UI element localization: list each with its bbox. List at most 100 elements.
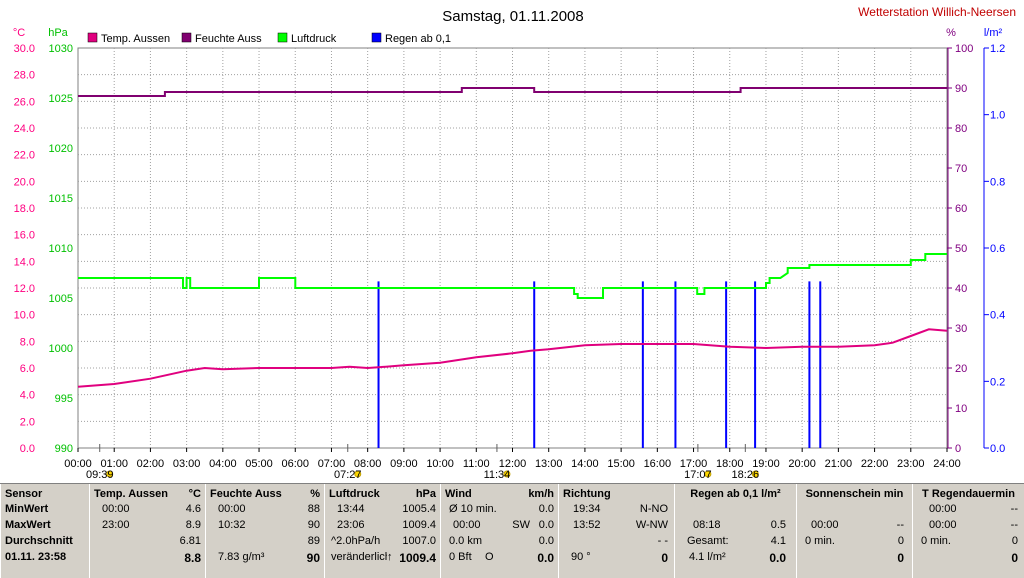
sun-icon xyxy=(751,470,759,478)
direction-2: W-NW xyxy=(635,519,668,531)
time-tick-label: 10:00 xyxy=(426,458,454,470)
rain-duration-1-time: 00:00 xyxy=(929,503,957,515)
wind-unit: km/h xyxy=(528,488,554,500)
temp-tick-label: 10.0 xyxy=(14,310,35,322)
temp-tick-label: 26.0 xyxy=(14,96,35,108)
marker-label: 09:39 xyxy=(86,469,114,481)
humidity-header: Feuchte Auss xyxy=(210,488,282,500)
time-tick-label: 01:00 xyxy=(100,458,128,470)
summary-panel: Sensor MinWert MaxWert Durchschnitt 01.1… xyxy=(0,483,1024,578)
wind-current: 0.0 xyxy=(537,551,554,565)
time-tick-label: 14:00 xyxy=(571,458,599,470)
temp-tick-label: 18.0 xyxy=(14,203,35,215)
pressure-tick-label: 1020 xyxy=(49,143,73,155)
temp-tick-label: 4.0 xyxy=(20,390,35,402)
time-markers: 09:39 07:27 11:34 17:07 18:26 xyxy=(86,444,759,481)
temp-tick-label: 30.0 xyxy=(14,43,35,55)
pressure-avg: 1007.0 xyxy=(402,535,436,547)
pressure-axis: 990 995 1000 1005 1010 1015 1020 1025 1030 hPa xyxy=(48,27,73,455)
rain-current: 0.0 xyxy=(769,551,786,565)
humidity-tick-label: 90 xyxy=(955,83,967,95)
pressure-tick-label: 1005 xyxy=(49,293,73,305)
temp-tick-label: 8.0 xyxy=(20,336,35,348)
rain-axis: 0.0 0.2 0.4 0.6 0.8 1.0 1.2 l/m² xyxy=(983,27,1005,455)
pressure-tick-label: 1000 xyxy=(49,343,73,355)
rain-duration-column: T Regendauermin 00:00 -- 00:00 -- 0 min. 0 … xyxy=(912,484,1024,578)
sun-column: Sonnenschein min 00:00 -- 0 min. 0 0 xyxy=(796,484,912,578)
legend-swatch xyxy=(277,32,288,43)
temp-tick-label: 24.0 xyxy=(14,123,35,135)
temp-tick-label: 12.0 xyxy=(14,283,35,295)
temp-current: 8.8 xyxy=(184,551,201,565)
direction-3: - - xyxy=(657,535,668,547)
direction-2-time: 13:52 xyxy=(573,519,601,531)
temp-max: 8.9 xyxy=(185,519,201,531)
sun-total-label: 0 min. xyxy=(805,535,835,547)
pressure-trend: ^2.0hPa/h xyxy=(331,535,381,547)
temp-min-time: 00:00 xyxy=(102,503,130,515)
sensor-header: Sensor xyxy=(5,488,43,500)
humidity-avg: 89 xyxy=(307,535,320,547)
humidity-tick-label: 50 xyxy=(955,243,967,255)
sun-icon xyxy=(354,470,362,478)
time-tick-label: 04:00 xyxy=(209,458,237,470)
wind-max-dir: SW xyxy=(512,519,530,531)
temp-tick-label: 0.0 xyxy=(20,443,35,455)
rain-tick-label: 0.6 xyxy=(990,243,1005,255)
weather-chart: 0.0 2.0 4.0 6.0 8.0 10.0 12.0 14.0 16.0 18.0 20.0 2… xyxy=(13,5,1016,481)
humidity-absolute: 7.83 g/m³ xyxy=(218,551,265,563)
humidity-tick-label: 100 xyxy=(955,43,973,55)
wind-avg: 0.0 xyxy=(538,503,554,515)
direction-degrees: 90 ° xyxy=(571,551,591,563)
temp-tick-label: 6.0 xyxy=(20,363,35,375)
temp-tick-label: 2.0 xyxy=(20,416,35,428)
rain-column: Regen ab 0,1 l/m² 08:18 0.5 Gesamt: 4.1 4.… xyxy=(674,484,796,578)
sun-icon xyxy=(704,470,712,478)
time-tick-label: 19:00 xyxy=(752,458,780,470)
sun-icon xyxy=(503,470,511,478)
humidity-tick-label: 20 xyxy=(955,363,967,375)
sun-current: 0 xyxy=(897,551,904,565)
sensor-column: Sensor MinWert MaxWert Durchschnitt 01.1… xyxy=(0,484,89,578)
temp-tick-label: 20.0 xyxy=(14,176,35,188)
rain-total-label: Gesamt: xyxy=(687,535,729,547)
direction-column: Richtung 19:34 N-NO 13:52 W-NW - - 90 ° 0 xyxy=(558,484,674,578)
temp-header: Temp. Aussen xyxy=(94,488,168,500)
time-tick-label: 23:00 xyxy=(897,458,925,470)
time-tick-label: 17:00 xyxy=(680,458,708,470)
rain-tick-label: 1.2 xyxy=(990,43,1005,55)
min-label: MinWert xyxy=(5,503,49,515)
rain-tick-label: 0.4 xyxy=(990,310,1005,322)
time-tick-label: 18:00 xyxy=(716,458,744,470)
humidity-max: 90 xyxy=(307,519,320,531)
marker-label: 18:26 xyxy=(732,469,760,481)
pressure-tick-label: 995 xyxy=(55,393,73,405)
pressure-unit-label: hPa xyxy=(48,27,68,39)
trend-up-icon: ↑ xyxy=(387,551,393,563)
current-label: 01.11. 23:58 xyxy=(5,551,67,563)
humidity-unit: % xyxy=(310,488,320,500)
rain-max: 0.5 xyxy=(770,519,786,531)
humidity-unit-label: % xyxy=(946,27,956,39)
rain-header: Regen ab 0,1 l/m² xyxy=(690,488,781,500)
humidity-min: 88 xyxy=(307,503,320,515)
pressure-max: 1009.4 xyxy=(402,519,436,531)
pressure-header: Luftdruck xyxy=(329,488,380,500)
sun-time: 00:00 xyxy=(811,519,839,531)
time-tick-label: 00:00 xyxy=(64,458,92,470)
wind-column: Wind km/h Ø 10 min. 0.0 00:00 SW 0.0 0.0 km 0… xyxy=(440,484,558,578)
time-tick-label: 13:00 xyxy=(535,458,563,470)
temp-tick-label: 22.0 xyxy=(14,150,35,162)
direction-header: Richtung xyxy=(563,488,611,500)
legend-label: Luftdruck xyxy=(291,33,337,45)
legend-swatch xyxy=(181,32,192,43)
series-line xyxy=(77,328,948,388)
time-tick-label: 21:00 xyxy=(825,458,853,470)
rain-duration-2-time: 00:00 xyxy=(929,519,957,531)
time-tick-label: 03:00 xyxy=(173,458,201,470)
humidity-current: 90 xyxy=(306,551,320,565)
rain-total: 4.1 xyxy=(770,535,786,547)
direction-current: 0 xyxy=(661,551,668,565)
pressure-unit: hPa xyxy=(415,488,436,500)
sun-header: Sonnenschein min xyxy=(805,488,904,500)
